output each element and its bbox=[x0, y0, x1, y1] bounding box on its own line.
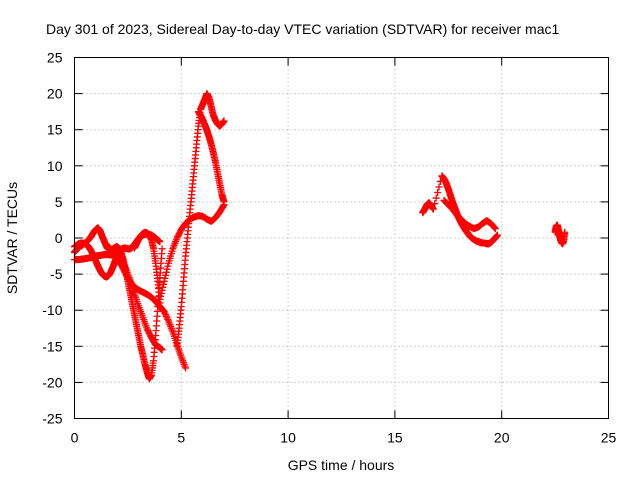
data-point bbox=[182, 364, 190, 372]
x-tick-label: 5 bbox=[177, 430, 185, 446]
x-tick-label: 20 bbox=[494, 430, 510, 446]
series-segment-j bbox=[440, 196, 499, 233]
series-segment-h bbox=[194, 108, 228, 206]
series-segment-d bbox=[105, 243, 190, 372]
series-segment-a bbox=[71, 224, 166, 383]
data-point-interp bbox=[491, 224, 499, 232]
y-tick-label: 25 bbox=[47, 50, 63, 66]
data-point-interp bbox=[164, 262, 172, 270]
y-tick-labels: -25 -20 -15 -10 -5 0 5 10 15 20 25 bbox=[42, 50, 62, 427]
y-tick-label: -25 bbox=[42, 411, 62, 427]
y-tick-label: 5 bbox=[55, 194, 63, 210]
data-point bbox=[158, 346, 166, 354]
data-point-interp bbox=[162, 271, 170, 279]
y-tick-label: 20 bbox=[47, 86, 63, 102]
y-tick-label: 15 bbox=[47, 122, 63, 138]
data-point-interp bbox=[164, 315, 172, 323]
y-tick-label: 10 bbox=[47, 158, 63, 174]
y-axis-label: SDTVAR / TECUs bbox=[4, 182, 20, 294]
series-segment-g bbox=[173, 90, 228, 350]
data-point-interp bbox=[157, 292, 165, 300]
data-point bbox=[220, 117, 228, 125]
y-tick-label: 0 bbox=[55, 230, 63, 246]
data-point-interp bbox=[163, 314, 171, 322]
data-point bbox=[156, 238, 164, 246]
y-tick-label: -5 bbox=[50, 266, 63, 282]
plot-frame bbox=[74, 57, 609, 419]
data-point bbox=[220, 198, 228, 206]
x-tick-labels: 0 5 10 15 20 25 bbox=[71, 430, 617, 446]
data-point-interp bbox=[159, 283, 167, 291]
series-segment-k bbox=[551, 221, 569, 248]
data-point-interp bbox=[163, 265, 171, 273]
data-point-interp bbox=[434, 189, 442, 197]
data-point-interp bbox=[158, 286, 166, 294]
y-tick-label: -20 bbox=[42, 374, 62, 390]
data-point bbox=[156, 295, 164, 303]
series-segment-e bbox=[130, 228, 164, 307]
y-tick-label: -15 bbox=[42, 338, 62, 354]
data-point bbox=[160, 308, 168, 316]
x-tick-label: 15 bbox=[387, 430, 403, 446]
x-tick-label: 25 bbox=[601, 430, 617, 446]
grid bbox=[74, 57, 609, 419]
series-segment-i bbox=[419, 172, 501, 248]
data-point bbox=[493, 231, 501, 239]
chart-title: Day 301 of 2023, Sidereal Day-to-day VTE… bbox=[46, 21, 559, 37]
y-tick-label: -10 bbox=[42, 302, 62, 318]
data-points bbox=[71, 90, 569, 383]
data-point-interp bbox=[162, 312, 170, 320]
x-axis-label: GPS time / hours bbox=[288, 457, 395, 473]
data-point-interp bbox=[432, 194, 440, 202]
x-tick-label: 10 bbox=[280, 430, 296, 446]
data-point-interp bbox=[162, 311, 170, 319]
data-point bbox=[158, 245, 166, 253]
data-point-interp bbox=[431, 200, 439, 208]
data-point bbox=[160, 277, 168, 285]
x-tick-label: 0 bbox=[71, 430, 79, 446]
data-point bbox=[491, 225, 499, 233]
data-point-interp bbox=[161, 309, 169, 317]
data-point-interp bbox=[435, 183, 443, 191]
data-point bbox=[561, 228, 569, 236]
data-point bbox=[429, 205, 437, 213]
series-segment-b bbox=[71, 251, 166, 354]
data-point-interp bbox=[160, 280, 167, 288]
data-point-interp bbox=[162, 268, 170, 276]
data-point-interp bbox=[157, 289, 165, 297]
data-point-interp bbox=[161, 274, 169, 282]
